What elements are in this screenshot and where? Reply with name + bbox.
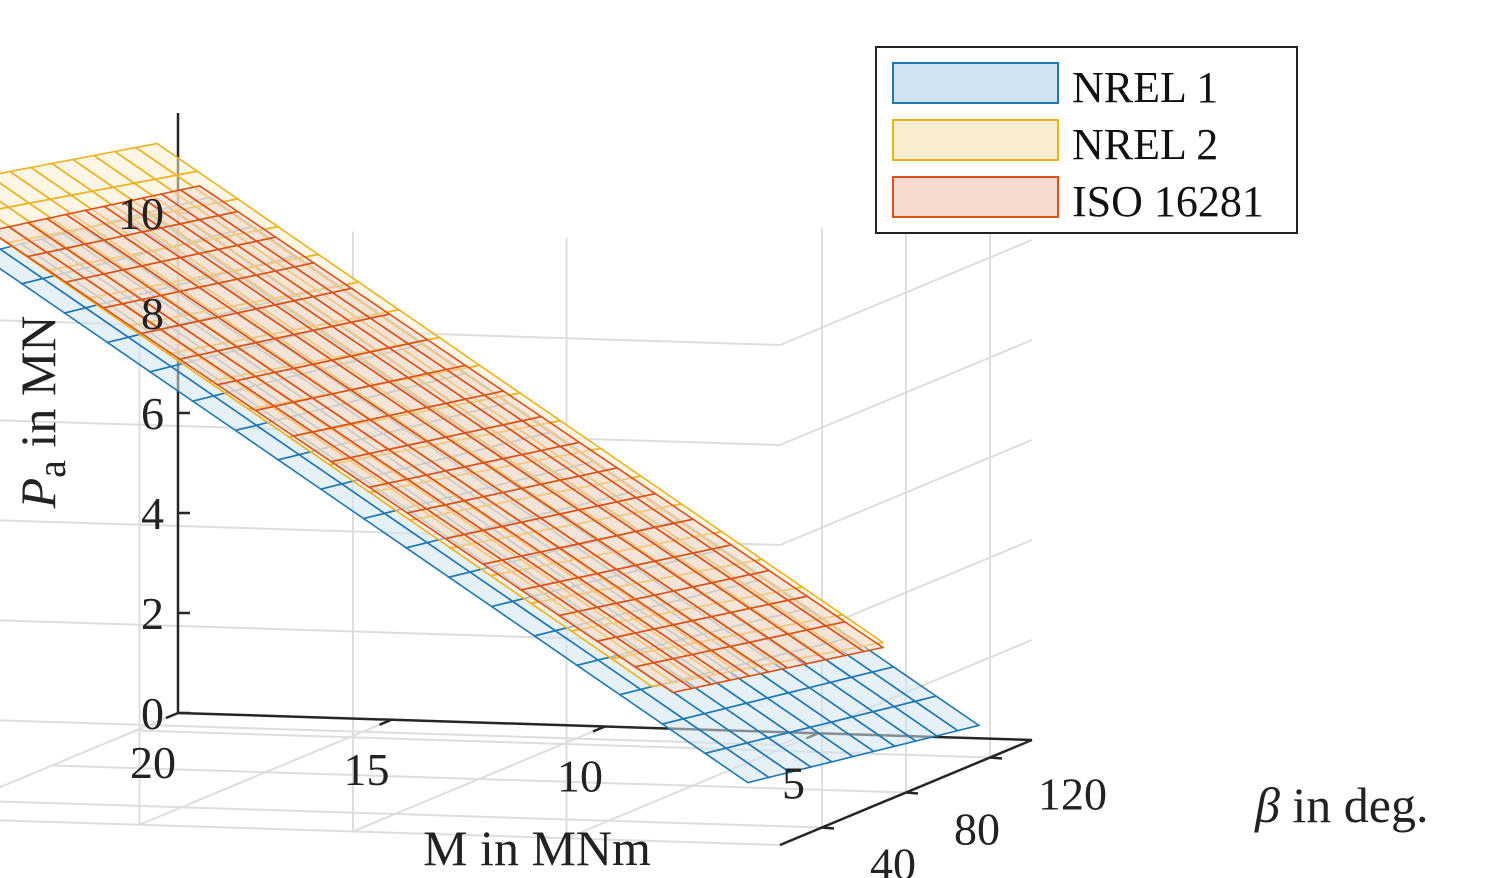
wall-gridline-z-1: [0, 719, 781, 746]
x-tick-mark-1: [379, 718, 392, 726]
side-gridline-z-4: [779, 339, 1033, 446]
legend-label-iso16281: ISO 16281: [1072, 177, 1264, 226]
z-tick-label-5: 10: [118, 188, 164, 239]
beta-tick-label-0: 40: [870, 839, 916, 878]
beta-tick-mark-1: [905, 791, 919, 795]
floor-gridline-beta-1: [51, 764, 907, 794]
z-axis-title-rest: in MN: [10, 316, 66, 460]
floor-gridline-beta-0: [0, 800, 823, 829]
legend-label-nrel2: NREL 2: [1072, 120, 1218, 169]
surface-layer: [0, 142, 981, 784]
legend-swatch-iso16281: [892, 176, 1059, 218]
z-tick-label-4: 8: [141, 288, 164, 339]
tick-labels: 0 2 4 6 8 10 20 15 10 5 40 80 120: [118, 188, 1107, 878]
side-gridline-z-5: [779, 239, 1033, 346]
legend-swatch-nrel2: [892, 119, 1059, 161]
z-axis-title: Pa in MN: [10, 316, 74, 510]
surface-patch: [133, 142, 200, 177]
x-tick-label-2: 10: [557, 751, 603, 802]
x-tick-label-0: 20: [130, 737, 176, 788]
grid-layer: [0, 157, 1033, 846]
surface-series-2: [0, 185, 885, 694]
beta-tick-label-2: 120: [1038, 769, 1107, 820]
z-tick-label-0: 0: [141, 688, 164, 739]
legend-label-nrel1: NREL 1: [1072, 63, 1218, 112]
wall-gridline-z-0: [0, 819, 781, 846]
beta-tick-mark-0: [821, 826, 835, 830]
x-axis-title: M in MNm: [423, 820, 651, 876]
surface-patch: [0, 182, 32, 209]
side-gridline-z-3: [779, 439, 1033, 546]
z-axis-title-subscript: a: [29, 460, 74, 478]
z-tick-label-2: 4: [141, 488, 164, 539]
z-axis-title-symbol: P: [10, 478, 66, 510]
z-tick-label-1: 2: [141, 588, 164, 639]
legend-swatch-nrel1: [892, 62, 1059, 104]
beta-symbol: β: [1254, 777, 1280, 833]
x-tick-mark-2: [592, 725, 606, 733]
beta-tick-label-1: 80: [954, 804, 1000, 855]
legend: NREL 1 NREL 2 ISO 16281: [875, 46, 1298, 234]
y-axis-title-rest: in deg.: [1280, 777, 1429, 833]
x-tick-label-1: 15: [344, 744, 390, 795]
z-tick-label-3: 6: [141, 388, 164, 439]
y-axis-title: β in deg.: [1254, 777, 1429, 833]
surface-patch: [178, 185, 240, 217]
x-tick-mark-0: [165, 711, 179, 720]
x-tick-label-3: 5: [782, 757, 805, 808]
beta-tick-mark-2: [989, 756, 1003, 760]
